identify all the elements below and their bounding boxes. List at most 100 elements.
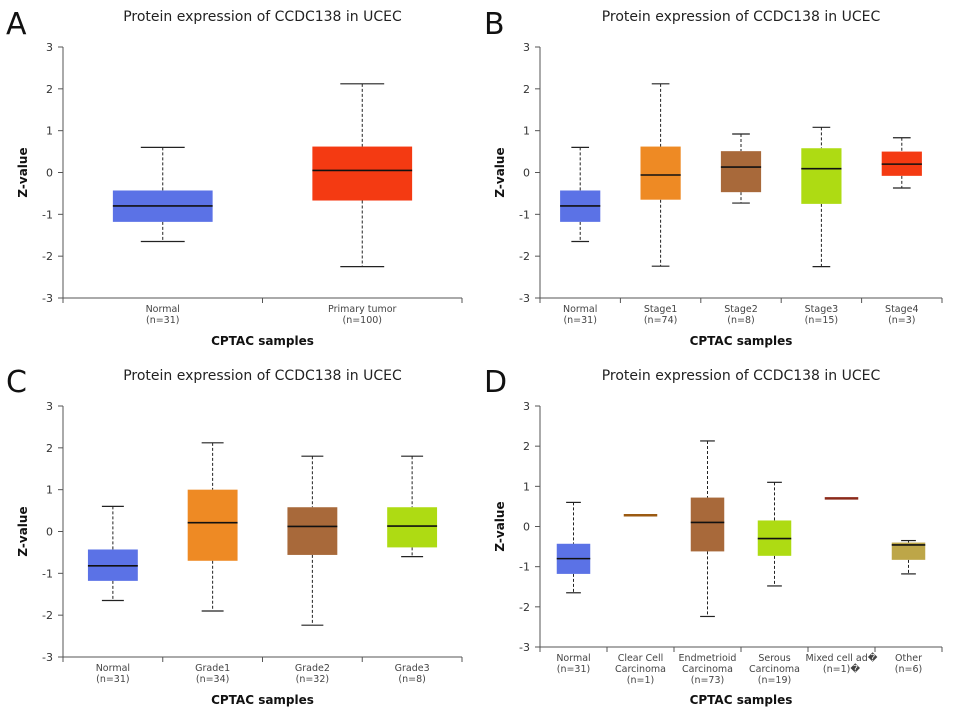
category-label: (n=8)	[398, 674, 425, 685]
y-tick-label: -2	[519, 601, 530, 614]
box	[720, 151, 762, 193]
category-label: (n=19)	[758, 675, 791, 686]
category-label: Endmetrioid	[679, 653, 737, 664]
x-axis-title: CPTAC samples	[211, 693, 314, 707]
chart-title: Protein expression of CCDC138 in UCEC	[123, 368, 402, 384]
y-axis-title: Z-value	[16, 506, 30, 556]
x-axis-title: CPTAC samples	[690, 334, 793, 348]
chart-title: Protein expression of CCDC138 in UCEC	[602, 9, 881, 25]
category-label: Stage3	[805, 304, 839, 315]
box	[187, 489, 238, 561]
x-axis-title: CPTAC samples	[211, 334, 314, 348]
y-tick-label: 2	[523, 440, 530, 453]
box	[801, 148, 842, 204]
y-tick-label: 0	[46, 167, 53, 180]
category-label: (n=8)	[727, 315, 754, 326]
y-tick-label: 2	[46, 83, 53, 96]
x-axis-title: CPTAC samples	[690, 693, 793, 707]
y-axis-title: Z-value	[493, 501, 507, 551]
box-group: Primary tumor(n=100)	[312, 83, 413, 326]
box-group: Mixed cell ad�(n=1)�	[805, 497, 878, 675]
category-label: Normal	[96, 663, 130, 674]
chart-title: Protein expression of CCDC138 in UCEC	[123, 9, 402, 25]
category-label: (n=31)	[96, 674, 129, 685]
box-group: Grade1(n=34)	[187, 442, 238, 685]
chart-panel-b: B Protein expression of CCDC138 in UCEC -3…	[484, 7, 943, 348]
box-group: Normal(n=31)	[112, 146, 213, 326]
box	[690, 497, 725, 552]
box-group: Grade2(n=32)	[287, 455, 338, 685]
category-label: (n=73)	[691, 675, 724, 686]
y-axis-title: Z-value	[16, 147, 30, 197]
y-tick-label: 2	[523, 83, 530, 96]
category-label: (n=3)	[888, 315, 915, 326]
y-tick-label: -1	[519, 208, 530, 221]
y-tick-label: 1	[523, 480, 530, 493]
y-tick-label: -3	[42, 292, 53, 305]
category-label: (n=1)	[627, 675, 654, 686]
category-label: Grade3	[395, 663, 430, 674]
y-tick-label: 1	[46, 484, 53, 497]
panel-letter: A	[6, 7, 27, 42]
panel-letter: B	[484, 7, 505, 42]
category-label: Grade2	[295, 663, 330, 674]
y-tick-label: 3	[523, 400, 530, 413]
y-tick-label: 3	[46, 41, 53, 54]
y-tick-label: 0	[46, 526, 53, 539]
y-tick-label: 1	[46, 125, 53, 138]
box	[287, 507, 338, 555]
category-label: (n=31)	[563, 315, 596, 326]
box-group: Normal(n=31)	[556, 501, 591, 675]
box	[312, 146, 413, 201]
chart-panel-a: A Protein expression of CCDC138 in UCEC -3…	[6, 7, 463, 348]
y-tick-label: 0	[523, 521, 530, 534]
y-tick-label: -1	[519, 561, 530, 574]
panel-letter: D	[484, 365, 507, 400]
panel-letter: C	[6, 365, 27, 400]
y-tick-label: 1	[523, 125, 530, 138]
category-label: Normal	[556, 653, 590, 664]
category-label: Stage4	[885, 304, 919, 315]
box-group: Stage1(n=74)	[640, 83, 681, 326]
category-label: Carcinoma	[682, 664, 733, 675]
box-group: Normal(n=31)	[560, 146, 601, 326]
category-label: (n=74)	[644, 315, 677, 326]
box-group: Stage4(n=3)	[881, 137, 922, 326]
category-label: Clear Cell	[618, 653, 664, 664]
category-label: (n=100)	[342, 315, 382, 326]
y-tick-label: 3	[46, 400, 53, 413]
category-label: Serous	[758, 653, 790, 664]
box-group: Grade3(n=8)	[387, 455, 438, 685]
y-tick-label: -2	[519, 250, 530, 263]
category-label: (n=31)	[557, 664, 590, 675]
category-label: (n=15)	[805, 315, 838, 326]
y-tick-label: -2	[42, 609, 53, 622]
chart-panel-c: C Protein expression of CCDC138 in UCEC -3…	[6, 365, 463, 707]
box-group: Normal(n=31)	[87, 505, 138, 685]
category-label: Normal	[146, 304, 180, 315]
category-label: Mixed cell ad�	[805, 652, 877, 664]
category-label: Stage2	[724, 304, 758, 315]
y-tick-label: -3	[519, 292, 530, 305]
box	[387, 507, 438, 548]
y-tick-label: 3	[523, 41, 530, 54]
category-label: Carcinoma	[749, 664, 800, 675]
y-axis-title: Z-value	[493, 147, 507, 197]
category-label: Carcinoma	[615, 664, 666, 675]
chart-panel-d: D Protein expression of CCDC138 in UCEC -3…	[484, 365, 943, 707]
box	[640, 146, 681, 200]
category-label: (n=1)�	[823, 663, 860, 675]
category-label: (n=6)	[895, 664, 922, 675]
y-tick-label: -2	[42, 250, 53, 263]
y-tick-label: -1	[42, 208, 53, 221]
category-label: (n=31)	[146, 315, 179, 326]
y-tick-label: 2	[46, 442, 53, 455]
category-label: (n=34)	[196, 674, 229, 685]
y-tick-label: -3	[519, 641, 530, 654]
box-group: Stage3(n=15)	[801, 126, 842, 326]
y-tick-label: 0	[523, 167, 530, 180]
